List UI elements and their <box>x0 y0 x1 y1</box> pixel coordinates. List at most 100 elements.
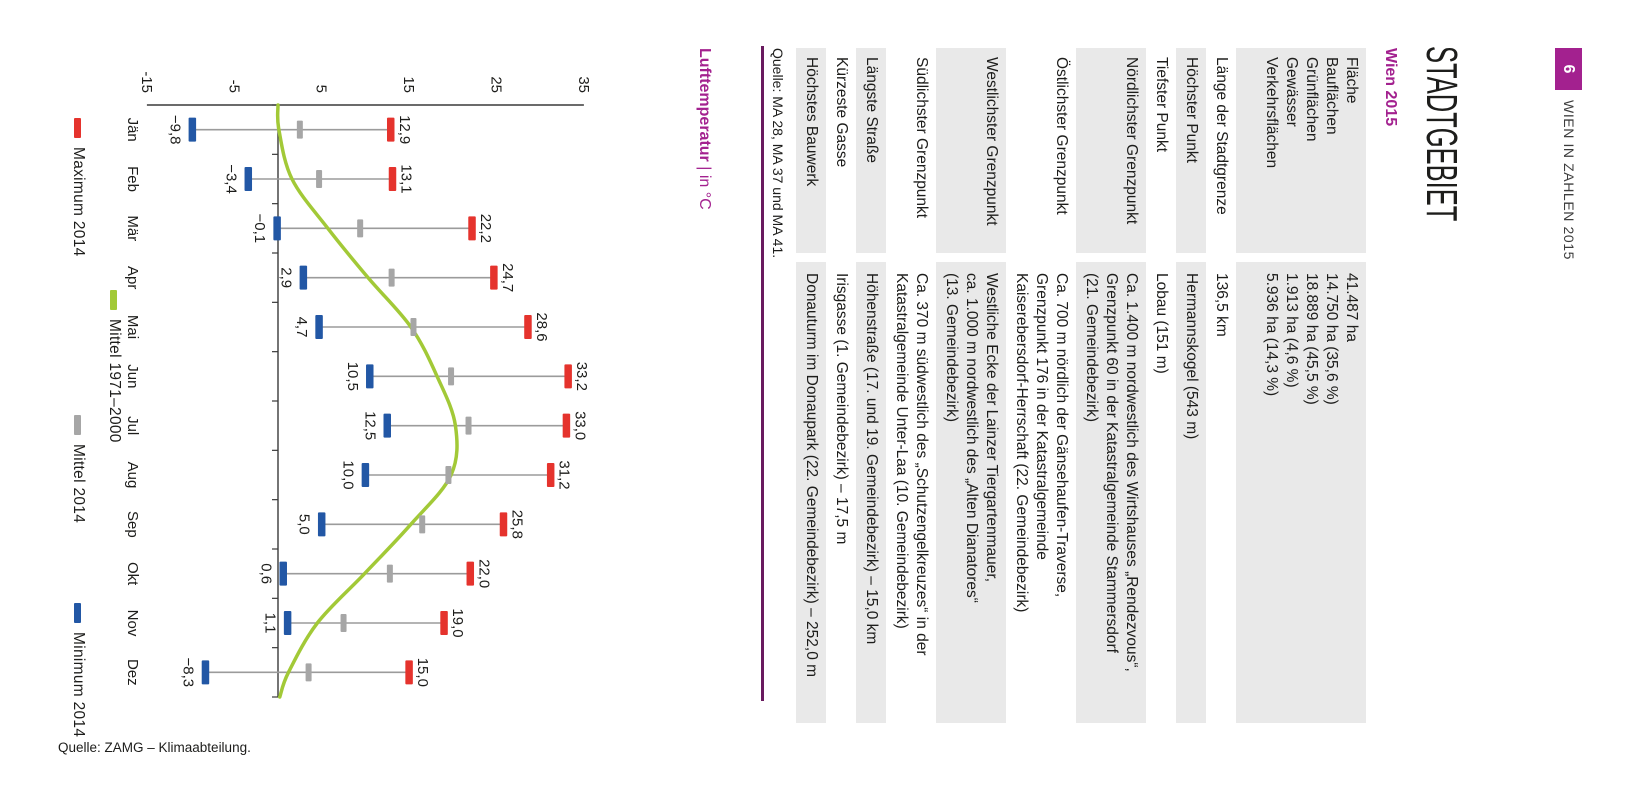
min-value-label: −0,1 <box>251 214 268 244</box>
temperature-chart: -15 -5 5 15 25 35 Jän Feb Mär Apr Mai Jun Jul Aug Sep O… <box>98 0 618 760</box>
section-divider-rule <box>761 46 764 701</box>
mean-2014-tick <box>386 564 393 583</box>
x-tick-label: Mai <box>124 315 141 339</box>
mean-2014-tick <box>419 515 426 534</box>
legend-item: Minimum 2014 <box>69 603 87 737</box>
legend-label: Minimum 2014 <box>70 632 87 738</box>
row-value: Westliche Ecke der Lainzer Tiergartenmau… <box>936 262 1006 723</box>
min-value-label: 4,7 <box>293 317 310 338</box>
min-value-label: 2,9 <box>277 267 294 288</box>
row-label: Höchster Punkt <box>1176 48 1206 253</box>
min-value-label: 5,0 <box>296 514 313 535</box>
row-value: Höhenstraße (17. und 19. Gemeindebezirk)… <box>856 262 886 723</box>
max-value-label: 31,2 <box>556 460 573 489</box>
month-column: 12,9 −9,8 <box>166 115 412 145</box>
legend-label: Mittel 2014 <box>70 444 87 524</box>
row-value: Ca. 370 m südwestlich des „Schutzengelkr… <box>893 273 930 656</box>
row-label: Länge der Stadtgrenze <box>1213 57 1230 215</box>
legend-key-green-dash <box>110 290 118 310</box>
month-column: 22,2 −0,1 <box>251 214 494 244</box>
max-value-label: 19,0 <box>449 608 466 637</box>
min-value-label: −3,4 <box>222 164 239 194</box>
month-column: 33,2 10,5 <box>344 362 590 391</box>
table-row: Tiefster Punkt Lobau (151 m) <box>1146 48 1176 723</box>
mean-2014-tick <box>388 268 395 287</box>
min-tick <box>244 167 253 191</box>
chart-source-note: Quelle: ZAMG – Klimaabteilung. <box>58 740 251 755</box>
x-tick-label: Sep <box>124 511 141 538</box>
row-label: Höchstes Bauwerk <box>796 48 826 253</box>
min-value-label: 10,0 <box>339 460 356 489</box>
max-tick <box>546 463 555 487</box>
min-tick <box>315 315 323 339</box>
row-label: Tiefster Punkt <box>1153 57 1170 153</box>
legend-item: Maximum 2014 <box>69 118 87 257</box>
row-value: Donauturm im Donaupark (22. Gemeindebezi… <box>796 262 826 723</box>
table-row: Nördlichster Grenzpunkt Ca. 1.400 m nordw… <box>1076 48 1146 723</box>
max-value-label: 28,6 <box>533 312 550 341</box>
row-label: Südlichster Grenzpunkt <box>913 57 930 219</box>
mean-2014-tick <box>357 219 364 238</box>
chart-title-text: Lufttemperatur <box>696 48 713 162</box>
row-label: Nördlichster Grenzpunkt <box>1076 48 1146 253</box>
month-column: 31,2 10,0 <box>339 460 572 489</box>
max-tick <box>405 660 413 685</box>
max-tick <box>440 611 448 635</box>
month-column: 19,0 1,1 <box>262 608 466 637</box>
mean-2014-tick <box>296 120 303 139</box>
chart-unit-label: | in °C <box>696 166 713 210</box>
y-tick-label: 35 <box>575 76 592 93</box>
legend-label: Mittel 1971–2000 <box>106 319 123 443</box>
min-value-label: 12,5 <box>361 411 378 440</box>
min-tick <box>383 413 391 438</box>
row-value: Hermannskogel (543 m) <box>1176 262 1206 723</box>
legend-key-gray-dash <box>74 415 82 435</box>
max-value-label: 22,0 <box>475 559 492 588</box>
max-value-label: 15,0 <box>414 658 431 687</box>
max-value-label: 13,1 <box>397 164 414 193</box>
max-tick <box>386 117 395 142</box>
min-tick <box>279 561 287 586</box>
mean-2014-tick <box>316 170 323 188</box>
mean-2014-tick <box>448 367 455 386</box>
x-tick-label: Jän <box>124 118 141 142</box>
table-row: Höchster Punkt Hermannskogel (543 m) <box>1176 48 1206 723</box>
legend-key-blue-dash <box>74 603 82 623</box>
min-value-label: 0,6 <box>257 563 274 584</box>
x-tick-label: Feb <box>124 166 141 192</box>
x-tick-label: Jun <box>124 364 141 388</box>
min-tick <box>299 265 308 290</box>
x-tick-label: Mär <box>124 215 141 241</box>
max-tick <box>562 413 571 438</box>
table-row: Südlichster Grenzpunkt Ca. 370 m südwestl… <box>886 48 936 723</box>
y-tick-label: -15 <box>138 71 155 93</box>
legend-key-red-dash <box>74 118 82 138</box>
x-tick-label: Dez <box>124 659 141 686</box>
x-tick-label: Aug <box>124 462 141 489</box>
max-tick <box>468 216 476 241</box>
page-number-badge: 6 <box>1555 48 1582 90</box>
month-column: 28,6 4,7 <box>293 312 550 341</box>
max-value-label: 22,2 <box>477 214 494 243</box>
x-tick-label: Jul <box>124 416 141 435</box>
mean-2014-tick <box>340 614 347 632</box>
row-label: Kürzeste Gasse <box>833 57 850 168</box>
max-tick <box>466 561 475 586</box>
x-tick-label: Apr <box>124 266 141 289</box>
y-tick-label: 25 <box>488 76 505 93</box>
max-value-label: 33,2 <box>573 362 590 391</box>
month-column: 25,8 5,0 <box>296 510 526 539</box>
min-tick <box>361 463 370 487</box>
x-tick-label: Nov <box>124 610 141 637</box>
month-column: 15,0 −8,3 <box>179 658 431 688</box>
row-label: Längste Straße <box>856 48 886 253</box>
max-tick <box>564 364 572 389</box>
max-value-label: 33,0 <box>571 411 588 440</box>
mean-2014-tick <box>410 318 417 336</box>
min-tick <box>366 364 374 389</box>
legend-item: Mittel 1971–2000 <box>105 290 123 443</box>
max-value-label: 24,7 <box>499 263 516 292</box>
page-title: STADTGEBIET <box>1417 46 1466 222</box>
max-value-label: 25,8 <box>508 510 525 539</box>
